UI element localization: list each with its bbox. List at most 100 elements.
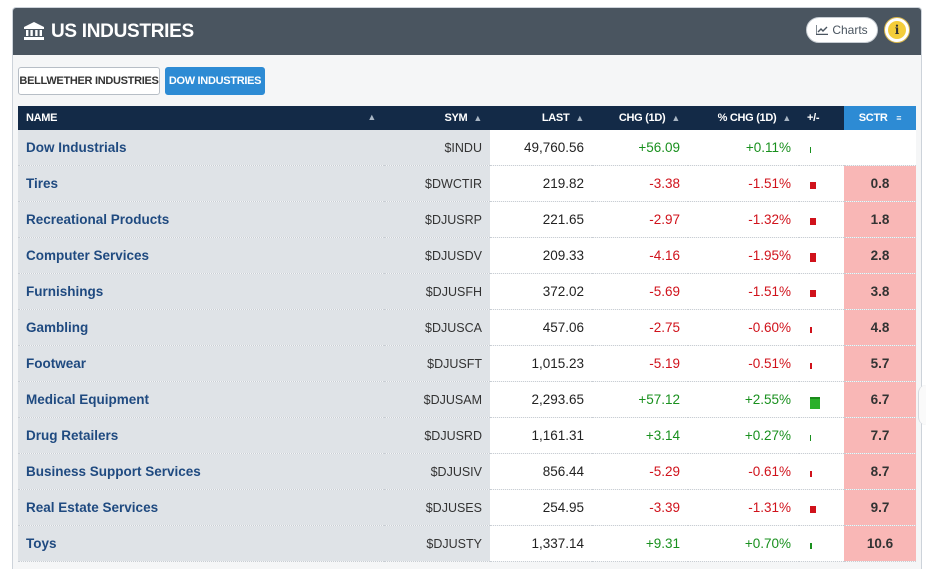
- percent-change: -0.61%: [688, 453, 799, 490]
- change-bar: [810, 217, 816, 226]
- change-bar-cell: [799, 453, 844, 490]
- table-row[interactable]: Toys $DJUSTY 1,337.14 +9.31 +0.70% 10.6: [18, 525, 916, 562]
- column-header-sctr[interactable]: SCTR ≡: [844, 106, 916, 130]
- column-header-name[interactable]: NAME ▲︎: [18, 106, 384, 130]
- change-bar-cell: [799, 345, 844, 382]
- table-header-row: NAME ▲︎ SYM ▲︎ LAST ▲︎ CHG (1D) ▲︎ % CHG (1…: [18, 106, 916, 130]
- last-price: 219.82: [490, 165, 592, 202]
- industry-name[interactable]: Toys: [18, 525, 384, 562]
- tab-dow-industries[interactable]: DOW INDUSTRIES: [165, 67, 265, 95]
- sctr-score: 3.8: [844, 273, 916, 310]
- sctr-score: 5.7: [844, 345, 916, 382]
- sort-icon: ▲︎: [671, 113, 680, 123]
- panel-header: US INDUSTRIES Charts i: [13, 8, 921, 55]
- change: -5.29: [592, 453, 688, 490]
- sctr-score: [844, 130, 916, 166]
- page-title: US INDUSTRIES: [51, 21, 194, 42]
- tab-bellwether-industries[interactable]: BELLWETHER INDUSTRIES: [18, 67, 160, 95]
- table-row[interactable]: Computer Services $DJUSDV 209.33 -4.16 -1.95…: [18, 237, 916, 274]
- change-bar: [810, 434, 811, 441]
- change-bar: [810, 253, 816, 262]
- industry-name[interactable]: Tires: [18, 165, 384, 202]
- sctr-score: 10.6: [844, 525, 916, 562]
- percent-change: -1.31%: [688, 489, 799, 526]
- table-row[interactable]: Medical Equipment $DJUSAM 2,293.65 +57.12 +2…: [18, 381, 916, 418]
- sort-icon: ▲︎: [782, 113, 791, 123]
- column-header-last[interactable]: LAST ▲︎: [490, 106, 592, 130]
- industry-name[interactable]: Recreational Products: [18, 201, 384, 238]
- change: -5.19: [592, 345, 688, 382]
- table-row[interactable]: Dow Industrials $INDU 49,760.56 +56.09 +0.11…: [18, 130, 916, 166]
- change-bar: [810, 181, 816, 190]
- column-header-chg[interactable]: CHG (1D) ▲︎: [592, 106, 688, 130]
- change: -5.69: [592, 273, 688, 310]
- symbol: $DJUSCA: [384, 309, 490, 346]
- industry-name[interactable]: Real Estate Services: [18, 489, 384, 526]
- industry-name[interactable]: Business Support Services: [18, 453, 384, 490]
- table-row[interactable]: Furnishings $DJUSFH 372.02 -5.69 -1.51% 3.8: [18, 273, 916, 310]
- table-row[interactable]: Drug Retailers $DJUSRD 1,161.31 +3.14 +0.27%…: [18, 417, 916, 454]
- symbol: $DJUSRD: [384, 417, 490, 454]
- line-chart-icon: [816, 25, 829, 35]
- change: +3.14: [592, 417, 688, 454]
- table-row[interactable]: Business Support Services $DJUSIV 856.44 -5…: [18, 453, 916, 490]
- change-bar: [810, 146, 811, 153]
- last-price: 1,161.31: [490, 417, 592, 454]
- industries-table: NAME ▲︎ SYM ▲︎ LAST ▲︎ CHG (1D) ▲︎ % CHG (1…: [18, 106, 916, 562]
- table-row[interactable]: Footwear $DJUSFT 1,015.23 -5.19 -0.51% 5.7: [18, 345, 916, 382]
- column-header-pct-chg[interactable]: % CHG (1D) ▲︎: [688, 106, 799, 130]
- sctr-score: 1.8: [844, 201, 916, 238]
- change: -2.97: [592, 201, 688, 238]
- industry-name[interactable]: Drug Retailers: [18, 417, 384, 454]
- symbol: $DJUSIV: [384, 453, 490, 490]
- last-price: 209.33: [490, 237, 592, 274]
- change: -3.38: [592, 165, 688, 202]
- symbol: $DWCTIR: [384, 165, 490, 202]
- last-price: 457.06: [490, 309, 592, 346]
- sort-descending-icon: ≡: [896, 113, 902, 123]
- table-row[interactable]: Recreational Products $DJUSRP 221.65 -2.97-…: [18, 201, 916, 238]
- change: +56.09: [592, 130, 688, 166]
- industry-name[interactable]: Furnishings: [18, 273, 384, 310]
- info-icon: i: [888, 21, 906, 39]
- industry-name[interactable]: Gambling: [18, 309, 384, 346]
- percent-change: +2.55%: [688, 381, 799, 418]
- symbol: $DJUSDV: [384, 237, 490, 274]
- percent-change: -0.60%: [688, 309, 799, 346]
- change-bar: [810, 396, 820, 409]
- industry-name[interactable]: Footwear: [18, 345, 384, 382]
- symbol: $DJUSRP: [384, 201, 490, 238]
- percent-change: +0.27%: [688, 417, 799, 454]
- sctr-score: 8.7: [844, 453, 916, 490]
- change-bar-cell: [799, 309, 844, 346]
- column-header-sym[interactable]: SYM ▲︎: [384, 106, 490, 130]
- change-bar-cell: [799, 165, 844, 202]
- bank-icon: [24, 22, 44, 40]
- percent-change: -1.95%: [688, 237, 799, 274]
- info-button[interactable]: i: [884, 17, 910, 43]
- table-row[interactable]: Gambling $DJUSCA 457.06 -2.75 -0.60% 4.8: [18, 309, 916, 346]
- change-bar-cell: [799, 417, 844, 454]
- change-bar: [810, 542, 812, 549]
- table-row[interactable]: Tires $DWCTIR 219.82 -3.38 -1.51% 0.8: [18, 165, 916, 202]
- change: -2.75: [592, 309, 688, 346]
- table-row[interactable]: Real Estate Services $DJUSES 254.95 -3.39 -1…: [18, 489, 916, 526]
- industry-name[interactable]: Computer Services: [18, 237, 384, 274]
- percent-change: -1.51%: [688, 165, 799, 202]
- industry-name[interactable]: Medical Equipment: [18, 381, 384, 418]
- charts-button[interactable]: Charts: [806, 17, 878, 43]
- scroll-handle[interactable]: [918, 385, 926, 425]
- sort-icon: ▲︎: [473, 113, 482, 123]
- industry-name[interactable]: Dow Industrials: [18, 130, 384, 166]
- last-price: 2,293.65: [490, 381, 592, 418]
- change: -3.39: [592, 489, 688, 526]
- change-bar-cell: [799, 130, 844, 166]
- sort-icon: ▲︎: [575, 113, 584, 123]
- percent-change: +0.70%: [688, 525, 799, 562]
- last-price: 372.02: [490, 273, 592, 310]
- change-bar: [810, 326, 812, 333]
- charts-button-label: Charts: [832, 23, 868, 37]
- sctr-score: 9.7: [844, 489, 916, 526]
- last-price: 49,760.56: [490, 130, 592, 166]
- change-bar-cell: [799, 489, 844, 526]
